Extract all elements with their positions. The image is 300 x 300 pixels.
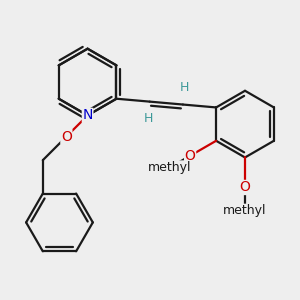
Text: O: O xyxy=(240,181,250,194)
Text: O: O xyxy=(185,149,196,163)
Text: O: O xyxy=(61,130,72,144)
Text: methyl: methyl xyxy=(223,204,267,217)
Text: H: H xyxy=(143,112,153,125)
Text: methyl: methyl xyxy=(148,161,192,174)
Text: H: H xyxy=(180,81,189,94)
Text: N: N xyxy=(82,108,93,122)
